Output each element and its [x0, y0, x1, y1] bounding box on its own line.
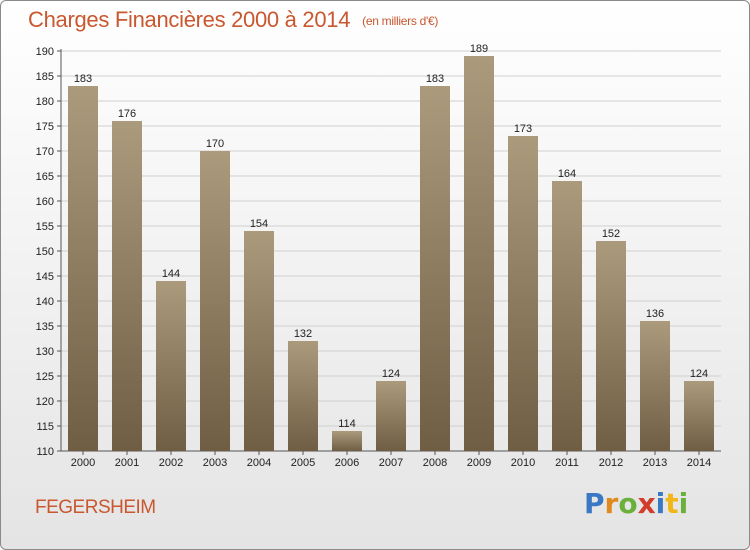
bar-2007: [376, 381, 406, 451]
value-label-2003: 170: [206, 138, 224, 150]
value-label-2011: 164: [558, 168, 576, 180]
bar-2008: [420, 86, 450, 451]
y-tick-label: 185: [36, 71, 54, 83]
city-name: FEGERSHEIM: [35, 497, 156, 518]
bar-2001: [112, 121, 142, 451]
y-tick-label: 175: [36, 121, 54, 133]
y-tick-label: 120: [36, 396, 54, 408]
value-label-2006: 114: [338, 418, 356, 430]
labels: 183 2000 176 2001 144 2002 170 2003 154 2004 132 20…: [71, 43, 711, 469]
value-label-2013: 136: [646, 308, 664, 320]
y-tick-label: 150: [36, 246, 54, 258]
x-tick-label-2009: 2009: [467, 457, 491, 469]
bar-2013: [640, 321, 670, 451]
bar-2003: [200, 151, 230, 451]
x-tick-label-2011: 2011: [555, 457, 579, 469]
proxiti-logo[interactable]: Proxiti: [584, 487, 689, 520]
value-label-2009: 189: [470, 43, 488, 55]
y-tick-label: 155: [36, 221, 54, 233]
bar-2005: [288, 341, 318, 451]
value-label-2007: 124: [382, 368, 400, 380]
value-label-2001: 176: [118, 108, 136, 120]
value-label-2005: 132: [294, 328, 312, 340]
y-tick-label: 170: [36, 146, 54, 158]
x-tick-label-2013: 2013: [643, 457, 667, 469]
y-tick-label: 190: [36, 46, 54, 58]
x-tick-label-2007: 2007: [379, 457, 403, 469]
bar-2012: [596, 241, 626, 451]
x-tick-label-2012: 2012: [599, 457, 623, 469]
x-tick-label-2002: 2002: [159, 457, 183, 469]
value-label-2004: 154: [250, 218, 268, 230]
value-label-2014: 124: [690, 368, 708, 380]
chart-subtitle: (en milliers d'€): [362, 14, 439, 28]
chart-title-text: Charges Financières 2000 à 2014: [28, 7, 351, 32]
bar-2000: [68, 86, 98, 451]
x-tick-label-2010: 2010: [511, 457, 535, 469]
y-tick-label: 110: [36, 446, 54, 458]
value-label-2012: 152: [602, 228, 620, 240]
y-tick-label: 165: [36, 171, 54, 183]
x-tick-label-2006: 2006: [335, 457, 359, 469]
x-tick-label-2008: 2008: [423, 457, 447, 469]
y-tick-label: 130: [36, 346, 54, 358]
x-tick-label-2000: 2000: [71, 457, 95, 469]
bar-2011: [552, 181, 582, 451]
bar-2014: [684, 381, 714, 451]
x-tick-label-2014: 2014: [687, 457, 711, 469]
value-label-2002: 144: [162, 268, 180, 280]
y-tick-label: 135: [36, 321, 54, 333]
y-tick-label: 115: [36, 421, 54, 433]
y-tick-label: 140: [36, 296, 54, 308]
x-tick-label-2001: 2001: [115, 457, 139, 469]
bar-2002: [156, 281, 186, 451]
chart-title: Charges Financières 2000 à 2014 (en milli…: [28, 7, 438, 33]
value-label-2008: 183: [426, 73, 444, 85]
y-tick-label: 180: [36, 96, 54, 108]
bar-2004: [244, 231, 274, 451]
bar-2009: [464, 56, 494, 451]
bar-2010: [508, 136, 538, 451]
y-tick-label: 160: [36, 196, 54, 208]
y-tick-label: 145: [36, 271, 54, 283]
x-tick-label-2004: 2004: [247, 457, 271, 469]
bar-2006: [332, 431, 362, 451]
value-label-2000: 183: [74, 73, 92, 85]
value-label-2010: 173: [514, 123, 532, 135]
x-tick-label-2005: 2005: [291, 457, 315, 469]
x-tick-label-2003: 2003: [203, 457, 227, 469]
bars: [68, 56, 714, 451]
y-tick-label: 125: [36, 371, 54, 383]
